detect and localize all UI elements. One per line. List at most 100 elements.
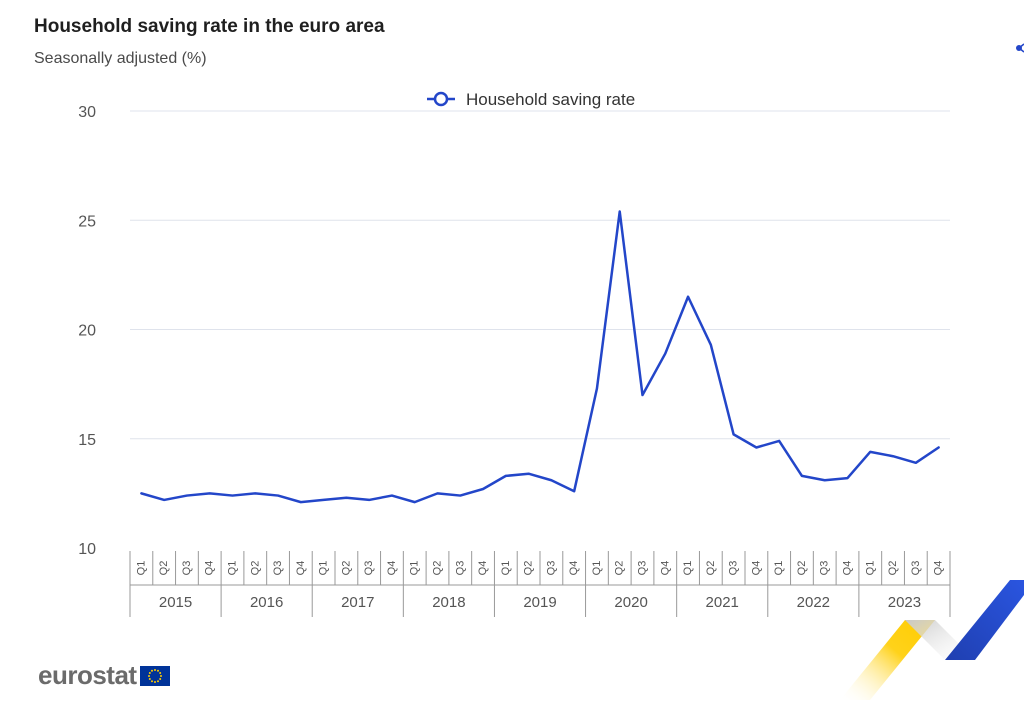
x-quarter-label: Q1 [591,561,603,576]
data-point[interactable] [249,487,261,499]
data-point[interactable] [819,474,831,486]
data-point[interactable] [545,474,557,486]
x-quarter-label: Q1 [409,561,421,576]
data-point[interactable] [659,348,671,360]
data-point[interactable] [158,494,170,506]
x-quarter-label: Q4 [477,561,489,576]
data-point[interactable] [409,496,421,508]
y-tick-label: 15 [78,432,96,449]
data-point[interactable] [705,339,717,351]
x-quarter-label: Q2 [796,561,808,576]
x-quarter-label: Q3 [545,561,557,576]
data-point[interactable] [318,494,330,506]
data-point[interactable] [910,457,922,469]
x-year-label: 2022 [797,594,830,611]
data-point[interactable] [750,441,762,453]
data-point[interactable] [796,470,808,482]
x-quarter-label: Q3 [363,561,375,576]
data-point[interactable] [477,483,489,495]
data-point[interactable] [135,487,147,499]
data-point[interactable] [591,382,603,394]
x-quarter-label: Q1 [864,561,876,576]
x-year-label: 2020 [614,594,647,611]
x-quarter-label: Q2 [614,561,626,576]
x-quarter-label: Q3 [454,561,466,576]
data-point[interactable] [272,490,284,502]
x-year-label: 2019 [523,594,556,611]
x-quarter-label: Q2 [158,561,170,576]
x-quarter-label: Q1 [500,561,512,576]
x-year-label: 2017 [341,594,374,611]
x-quarter-label: Q3 [910,561,922,576]
data-point[interactable] [682,291,694,303]
x-quarter-label: Q1 [773,561,785,576]
data-point[interactable] [728,428,740,440]
logo-text: eurostat [38,660,137,690]
data-point[interactable] [454,490,466,502]
x-quarter-label: Q1 [318,561,330,576]
series-layer [135,206,945,508]
data-point[interactable] [933,441,945,453]
y-tick-label: 30 [78,104,96,121]
data-point[interactable] [637,389,649,401]
x-quarter-label: Q4 [842,561,854,576]
x-quarter-label: Q4 [750,561,762,576]
y-axis-ticks: 10 15 20 25 30 [78,104,96,558]
x-quarter-label: Q4 [386,561,398,576]
x-year-label: 2015 [159,594,192,611]
x-year-label: 2016 [250,594,283,611]
y-tick-label: 10 [78,541,96,558]
chart-title: Household saving rate in the euro area [34,16,385,37]
eurostat-logo: eurostat [38,660,170,691]
x-quarter-label: Q3 [728,561,740,576]
data-point[interactable] [295,496,307,508]
data-point[interactable] [204,487,216,499]
legend: Household saving rate [427,90,635,109]
x-quarter-label: Q1 [227,561,239,576]
data-point[interactable] [614,206,626,218]
x-year-label: 2021 [706,594,739,611]
data-point[interactable] [181,490,193,502]
x-quarter-label: Q4 [659,561,671,576]
x-quarter-label: Q4 [295,561,307,576]
x-quarter-label: Q2 [887,561,899,576]
grid-lines [130,110,950,440]
x-quarter-label: Q3 [819,561,831,576]
x-quarter-label: Q1 [135,561,147,576]
data-point[interactable] [523,468,535,480]
data-point[interactable] [864,446,876,458]
data-point[interactable] [432,487,444,499]
x-year-label: 2018 [432,594,465,611]
x-quarter-label: Q3 [272,561,284,576]
x-quarter-label: Q2 [523,561,535,576]
data-point[interactable] [227,490,239,502]
data-point[interactable] [386,490,398,502]
eu-flag-icon [139,665,170,686]
y-tick-label: 25 [78,213,96,230]
data-point[interactable] [363,494,375,506]
data-point[interactable] [340,492,352,504]
x-quarter-label: Q2 [249,561,261,576]
x-year-label: 2023 [888,594,921,611]
share-icon[interactable] [1010,38,1024,58]
legend-label[interactable]: Household saving rate [466,90,635,109]
data-point[interactable] [500,470,512,482]
x-quarter-label: Q4 [568,561,580,576]
data-point[interactable] [887,450,899,462]
data-point[interactable] [568,485,580,497]
y-tick-label: 20 [78,323,96,340]
decorative-ribbon [840,580,1024,700]
series-line[interactable] [140,210,940,504]
x-quarter-label: Q1 [682,561,694,576]
x-quarter-label: Q3 [637,561,649,576]
legend-marker [433,91,449,107]
chart-subtitle: Seasonally adjusted (%) [34,50,207,67]
x-quarter-label: Q2 [340,561,352,576]
data-point[interactable] [773,435,785,447]
x-quarter-label: Q2 [432,561,444,576]
x-quarter-label: Q4 [204,561,216,576]
x-quarter-label: Q3 [181,561,193,576]
x-quarter-label: Q2 [705,561,717,576]
data-point[interactable] [842,472,854,484]
